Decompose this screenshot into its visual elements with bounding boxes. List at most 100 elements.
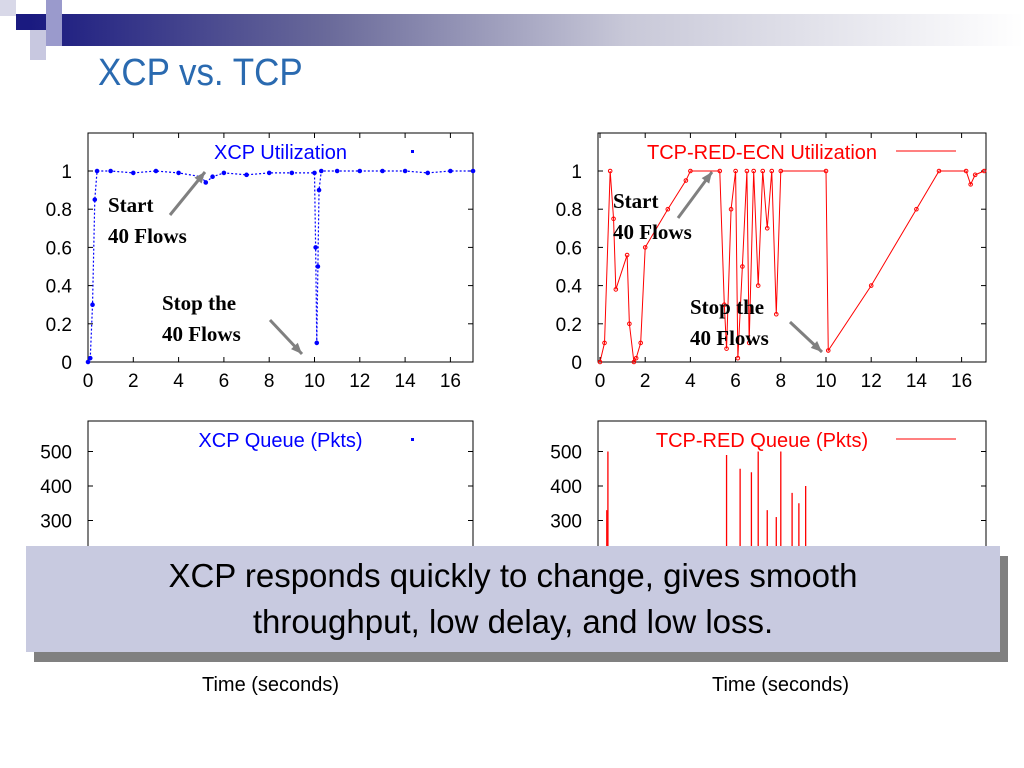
data-point (728, 206, 734, 212)
plot-frame (597, 132, 987, 363)
legend-marker (411, 150, 414, 153)
data-point (92, 197, 98, 202)
data-point (611, 216, 616, 222)
decor-square (0, 0, 16, 16)
data-point (312, 170, 317, 176)
y-tick-label: 300 (40, 512, 72, 533)
data-point (627, 321, 632, 327)
arrow-head (701, 172, 712, 184)
data-point (210, 174, 215, 180)
x-tick-label: 10 (304, 371, 325, 392)
decor-square (46, 0, 62, 46)
x-axis-label-right: Time (seconds) (712, 674, 850, 696)
data-point (963, 168, 969, 174)
x-tick-label: 12 (349, 371, 370, 392)
data-point (981, 168, 987, 174)
data-point (90, 302, 95, 308)
data-point (624, 252, 630, 258)
callout-text: XCP responds quickly to change, gives sm… (168, 557, 858, 640)
y-tick-label: 0.6 (46, 238, 72, 259)
data-point (968, 182, 973, 187)
chart-0: 0 2 4 6 8 10 12 14 16 0 0.2 0.4 0.6 0.8 1 XCP Utilizati… (46, 132, 476, 392)
x-tick-label: 6 (730, 371, 741, 392)
decor-square (30, 30, 46, 60)
data-point (773, 311, 779, 317)
x-tick-label: 4 (173, 371, 184, 392)
y-tick-label: 500 (550, 443, 582, 464)
y-tick-label: 1 (571, 162, 582, 183)
y-tick-label: 400 (550, 477, 582, 498)
data-point (470, 168, 476, 174)
data-point (936, 168, 942, 174)
data-point (631, 359, 637, 365)
callout-box: XCP responds quickly to change, gives sm… (26, 546, 1000, 652)
y-tick-label: 0.6 (556, 238, 582, 259)
data-point (751, 168, 756, 174)
arrow-head (810, 341, 822, 352)
x-tick-label: 16 (951, 371, 972, 392)
annotation: Stop the 40 Flows (162, 291, 241, 346)
decor-square (16, 14, 30, 30)
data-point (972, 172, 978, 178)
data-point (744, 168, 750, 174)
y-tick-label: 0.4 (46, 277, 73, 298)
x-tick-label: 14 (395, 371, 417, 392)
data-point (402, 168, 408, 174)
chart-1: 0 2 4 6 8 10 12 14 16 0 0.2 0.4 0.6 0.8 1 TCP-RED-ECN U… (556, 132, 987, 392)
data-point (85, 359, 91, 365)
x-tick-label: 14 (906, 371, 928, 392)
data-point (665, 206, 671, 212)
annotation: Stop the 40 Flows (690, 295, 769, 350)
y-tick-label: 0 (571, 353, 582, 374)
data-point (823, 168, 829, 174)
data-point (203, 180, 209, 185)
data-point (131, 170, 136, 176)
y-tick-label: 0.4 (556, 277, 583, 298)
y-tick-label: 0 (61, 353, 72, 374)
legend-label: XCP Queue (Pkts) (198, 430, 362, 452)
y-tick-label: 300 (550, 512, 582, 533)
data-point (914, 206, 919, 212)
data-point (334, 168, 340, 174)
y-tick-label: 1 (61, 162, 72, 183)
data-point (724, 346, 729, 351)
x-tick-label: 10 (815, 371, 836, 392)
data-point (314, 340, 320, 346)
legend-label: TCP-RED Queue (Pkts) (656, 430, 868, 452)
y-tick-label: 0.2 (46, 315, 72, 336)
data-point (688, 168, 693, 174)
data-point (244, 172, 249, 178)
x-tick-label: 2 (128, 371, 139, 392)
x-tick-label: 0 (83, 371, 94, 392)
data-point (380, 168, 385, 174)
y-tick-label: 0.8 (46, 200, 72, 221)
x-tick-label: 12 (861, 371, 882, 392)
legend-marker (411, 438, 414, 441)
data-point (94, 168, 100, 174)
data-point (733, 168, 738, 174)
x-tick-label: 2 (640, 371, 651, 392)
data-point (764, 226, 770, 231)
x-axis-label-left: Time (seconds) (202, 674, 340, 696)
data-point (602, 340, 607, 346)
x-tick-label: 16 (440, 371, 461, 392)
series-line (599, 170, 985, 364)
data-point (825, 348, 831, 353)
legend-label: TCP-RED-ECN Utilization (647, 142, 877, 164)
x-tick-label: 6 (219, 371, 230, 392)
data-point (717, 168, 723, 174)
data-point (740, 264, 745, 269)
data-point (613, 287, 619, 292)
data-point (357, 168, 363, 174)
data-point (633, 355, 639, 361)
data-point (221, 170, 227, 176)
data-point (597, 359, 603, 365)
annotation: Start 40 Flows (613, 189, 692, 244)
y-tick-label: 400 (40, 477, 72, 498)
slide-title: XCP vs. TCP (98, 52, 303, 94)
data-point (746, 340, 752, 346)
y-tick-label: 0.2 (556, 315, 582, 336)
data-point (642, 245, 648, 250)
data-point (769, 168, 775, 174)
data-point (778, 168, 784, 174)
